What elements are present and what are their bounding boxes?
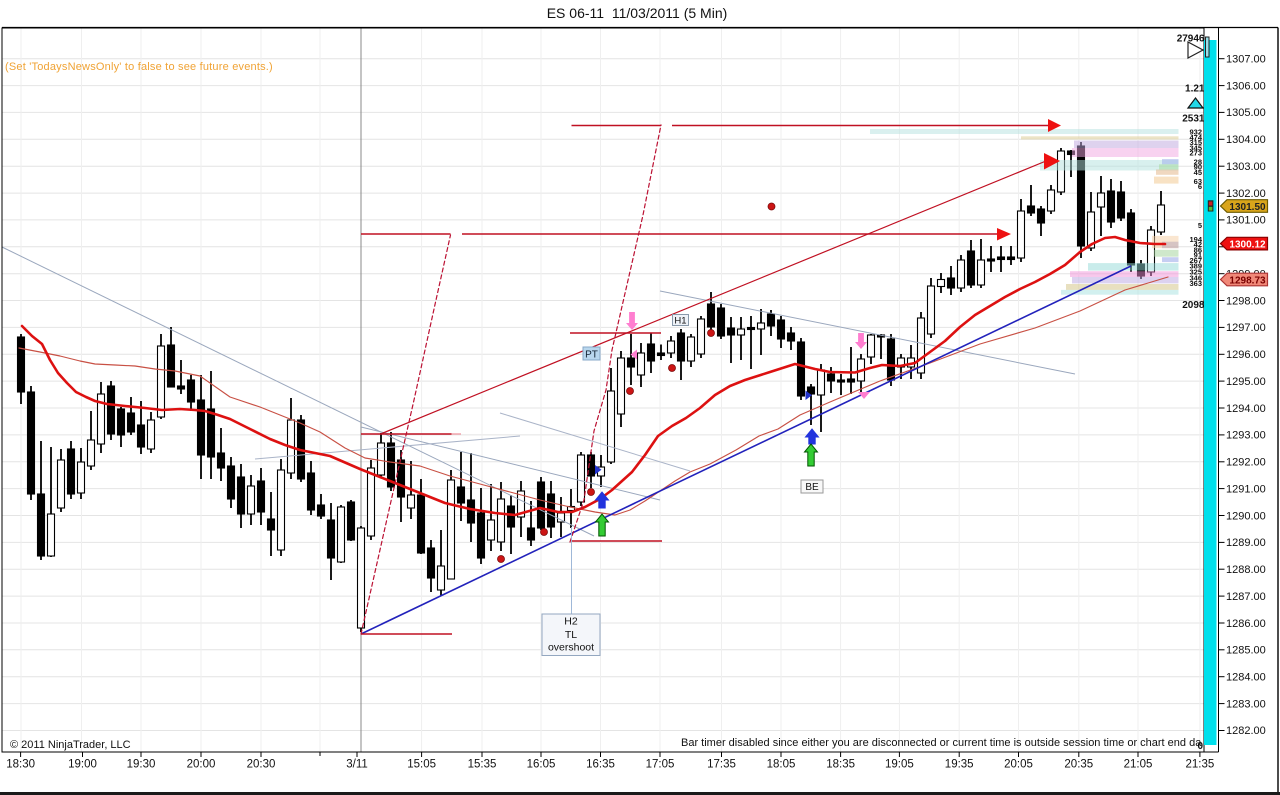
svg-text:1285.00: 1285.00	[1226, 645, 1266, 657]
svg-text:overshoot: overshoot	[548, 642, 594, 654]
svg-text:1298.00: 1298.00	[1226, 295, 1266, 307]
svg-text:1297.00: 1297.00	[1226, 322, 1266, 334]
svg-text:21:05: 21:05	[1124, 759, 1153, 771]
svg-text:5: 5	[1198, 221, 1202, 230]
svg-text:19:35: 19:35	[945, 759, 974, 771]
svg-text:389: 389	[1189, 261, 1202, 270]
svg-text:19:00: 19:00	[68, 759, 97, 771]
svg-text:20:00: 20:00	[187, 759, 216, 771]
svg-text:17:05: 17:05	[646, 759, 675, 771]
svg-text:63: 63	[1194, 177, 1202, 186]
svg-text:27946: 27946	[1177, 33, 1205, 44]
svg-text:1284.00: 1284.00	[1226, 672, 1266, 684]
svg-text:PT: PT	[585, 350, 598, 361]
svg-text:1294.00: 1294.00	[1226, 403, 1266, 415]
svg-text:932: 932	[1189, 127, 1202, 136]
svg-text:91: 91	[1194, 251, 1202, 260]
svg-text:1286.00: 1286.00	[1226, 618, 1266, 630]
svg-text:28: 28	[1194, 157, 1202, 166]
svg-text:1283.00: 1283.00	[1226, 698, 1266, 710]
svg-text:19:05: 19:05	[885, 759, 914, 771]
svg-text:1282.00: 1282.00	[1226, 725, 1266, 737]
svg-text:6: 6	[1198, 182, 1202, 191]
svg-text:1307.00: 1307.00	[1226, 54, 1266, 66]
svg-text:90: 90	[1194, 163, 1202, 172]
svg-text:1296.00: 1296.00	[1226, 349, 1266, 361]
svg-text:H2: H2	[564, 616, 578, 628]
svg-text:H1: H1	[674, 316, 686, 327]
svg-text:18:30: 18:30	[6, 759, 35, 771]
svg-text:1300.12: 1300.12	[1229, 239, 1266, 250]
svg-text:1287.00: 1287.00	[1226, 591, 1266, 603]
svg-text:1288.00: 1288.00	[1226, 564, 1266, 576]
svg-text:1302.00: 1302.00	[1226, 188, 1266, 200]
svg-text:Bar timer disabled since eithe: Bar timer disabled since either you are …	[681, 737, 1202, 749]
svg-text:1.21: 1.21	[1185, 83, 1205, 94]
svg-text:45: 45	[1194, 168, 1202, 177]
svg-text:1301.00: 1301.00	[1226, 215, 1266, 227]
svg-text:1306.00: 1306.00	[1226, 80, 1266, 92]
svg-text:42: 42	[1194, 240, 1202, 249]
svg-text:345: 345	[1189, 143, 1202, 152]
svg-text:1292.00: 1292.00	[1226, 457, 1266, 469]
svg-text:0: 0	[1197, 741, 1203, 752]
svg-text:TL: TL	[565, 629, 577, 641]
svg-text:20:05: 20:05	[1004, 759, 1033, 771]
svg-text:17:35: 17:35	[707, 759, 736, 771]
svg-text:325: 325	[1189, 267, 1202, 276]
svg-text:18:05: 18:05	[767, 759, 796, 771]
svg-text:(Set 'TodaysNewsOnly' to false: (Set 'TodaysNewsOnly' to false to see fu…	[5, 61, 273, 73]
svg-text:86: 86	[1194, 245, 1202, 254]
svg-text:1304.00: 1304.00	[1226, 134, 1266, 146]
svg-text:19:30: 19:30	[127, 759, 156, 771]
svg-text:1290.00: 1290.00	[1226, 510, 1266, 522]
svg-text:© 2011 NinjaTrader, LLC: © 2011 NinjaTrader, LLC	[10, 739, 131, 751]
svg-text:16:05: 16:05	[527, 759, 556, 771]
svg-text:474: 474	[1189, 133, 1202, 142]
svg-text:1291.00: 1291.00	[1226, 483, 1266, 495]
svg-text:1301.50: 1301.50	[1229, 202, 1266, 213]
svg-text:1289.00: 1289.00	[1226, 537, 1266, 549]
svg-text:15:05: 15:05	[407, 759, 436, 771]
svg-text:363: 363	[1189, 279, 1202, 288]
svg-text:2531: 2531	[1182, 113, 1205, 124]
svg-text:21:35: 21:35	[1186, 759, 1215, 771]
svg-text:1305.00: 1305.00	[1226, 107, 1266, 119]
svg-text:ES 06-11 11/03/2011 (5 Min): ES 06-11 11/03/2011 (5 Min)	[547, 5, 728, 21]
svg-text:346: 346	[1189, 274, 1202, 283]
svg-text:15:35: 15:35	[468, 759, 497, 771]
svg-text:2098: 2098	[1182, 300, 1205, 311]
svg-text:1303.00: 1303.00	[1226, 161, 1266, 173]
svg-text:1293.00: 1293.00	[1226, 430, 1266, 442]
svg-text:20:35: 20:35	[1064, 759, 1093, 771]
svg-text:1295.00: 1295.00	[1226, 376, 1266, 388]
svg-text:20:30: 20:30	[247, 759, 276, 771]
svg-text:315: 315	[1189, 138, 1202, 147]
svg-text:1298.73: 1298.73	[1229, 275, 1266, 286]
svg-text:3/11: 3/11	[346, 759, 368, 771]
svg-text:18:35: 18:35	[826, 759, 855, 771]
svg-text:267: 267	[1189, 256, 1202, 265]
svg-text:194: 194	[1189, 235, 1202, 244]
svg-text:273: 273	[1189, 149, 1202, 158]
svg-text:16:35: 16:35	[586, 759, 615, 771]
svg-text:BE: BE	[805, 482, 819, 493]
